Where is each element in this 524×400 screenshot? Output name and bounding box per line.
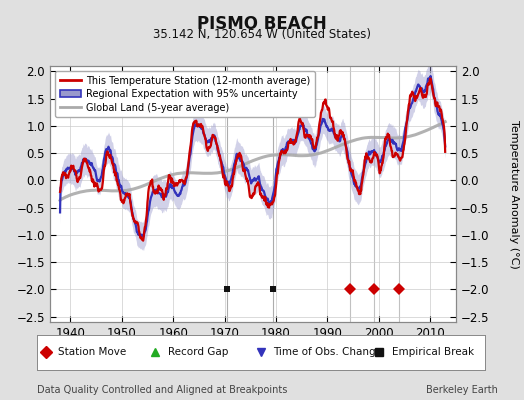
Text: Empirical Break: Empirical Break [392,347,474,358]
Text: Station Move: Station Move [58,347,126,358]
Text: Berkeley Earth: Berkeley Earth [426,385,498,395]
Text: Data Quality Controlled and Aligned at Breakpoints: Data Quality Controlled and Aligned at B… [37,385,287,395]
Y-axis label: Temperature Anomaly (°C): Temperature Anomaly (°C) [509,120,519,268]
Text: Time of Obs. Change: Time of Obs. Change [273,347,382,358]
Legend: This Temperature Station (12-month average), Regional Expectation with 95% uncer: This Temperature Station (12-month avera… [54,71,315,117]
Text: PISMO BEACH: PISMO BEACH [197,15,327,33]
Text: 35.142 N, 120.654 W (United States): 35.142 N, 120.654 W (United States) [153,28,371,41]
Text: Record Gap: Record Gap [168,347,228,358]
